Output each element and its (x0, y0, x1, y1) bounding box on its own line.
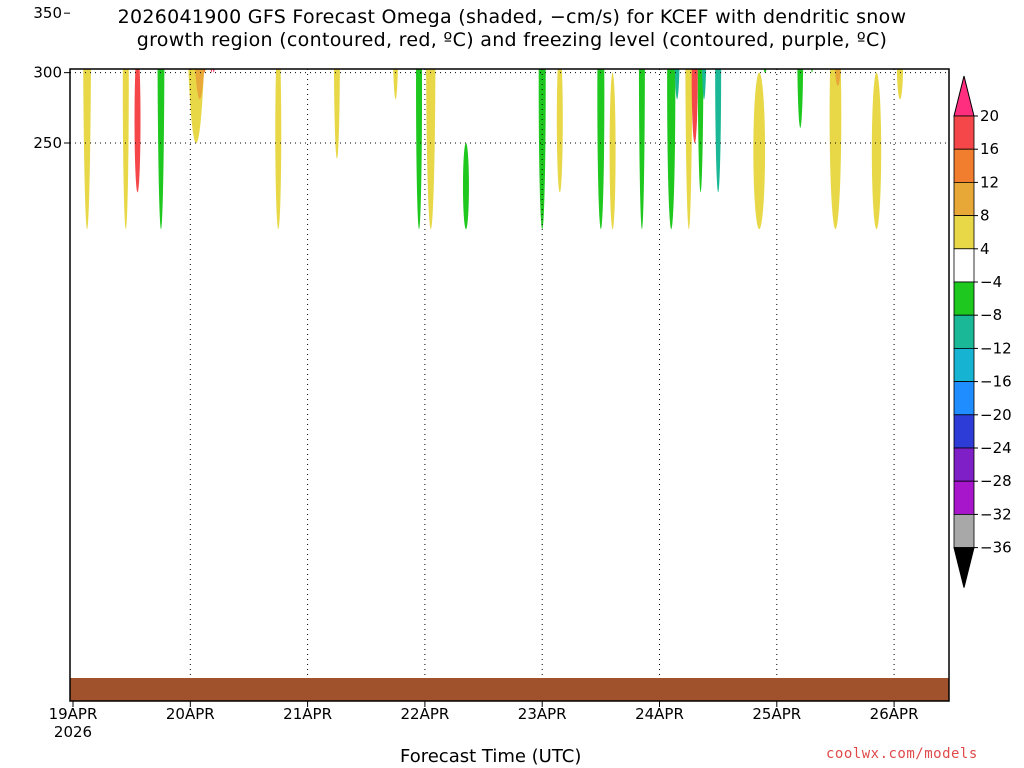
plot-background (70, 69, 949, 701)
omega-cell (797, 69, 804, 128)
colorbar-band (953, 347, 975, 382)
x-tick-label: 21APR (283, 705, 332, 723)
omega-cell (157, 69, 165, 230)
omega-cell (715, 69, 722, 193)
colorbar-bottom-arrow (953, 547, 975, 588)
colorbar-label: 16 (980, 140, 999, 158)
colorbar-band (953, 314, 975, 349)
x-tick-year: 2026 (54, 723, 92, 741)
ground-surface (70, 678, 949, 701)
colorbar-band (953, 480, 975, 515)
credit-link[interactable]: coolwx.com/models (826, 746, 978, 762)
omega-cell (674, 69, 680, 100)
omega-cell (212, 69, 215, 73)
colorbar-label: 12 (980, 173, 999, 191)
x-tick-label: 25APR (752, 705, 801, 723)
colorbar-label: −24 (980, 439, 1012, 457)
omega-cell (638, 69, 645, 230)
colorbar-label: 20 (980, 107, 999, 125)
colorbar-band (953, 148, 975, 183)
omega-cell (702, 69, 707, 100)
colorbar: 20 16 12 8 4 −4 −8 −12 −16 −20 −24 −28 −32 −36 (953, 75, 1012, 588)
colorbar-label: −8 (980, 306, 1002, 324)
omega-cell (462, 143, 469, 230)
colorbar-band (953, 115, 975, 150)
omega-cell (426, 69, 436, 230)
omega-cell (896, 69, 903, 100)
omega-cell (811, 69, 813, 73)
omega-cell (780, 0, 786, 36)
omega-cell (195, 69, 205, 100)
colorbar-top-arrow (953, 75, 975, 117)
x-tick-label: 23APR (518, 705, 567, 723)
colorbar-band (953, 248, 975, 283)
colorbar-label: 4 (980, 240, 990, 258)
colorbar-band (953, 281, 975, 316)
colorbar-label: −16 (980, 373, 1012, 391)
omega-cell (427, 0, 434, 13)
omega-cell (134, 69, 141, 193)
x-tick-label: 19APR (49, 705, 98, 723)
y-tick-label: 350 (33, 4, 62, 22)
colorbar-label: 8 (980, 207, 990, 225)
colorbar-band (953, 381, 975, 416)
colorbar-band (953, 215, 975, 250)
omega-cell (393, 69, 398, 100)
omega-cell (410, 0, 416, 36)
x-tick-label: 26APR (870, 705, 919, 723)
omega-cell (609, 72, 616, 230)
title-line-1: 2026041900 GFS Forecast Omega (shaded, −… (117, 6, 907, 28)
omega-cell (556, 69, 563, 193)
omega-cell (838, 0, 844, 2)
y-tick-label: 300 (33, 64, 62, 82)
x-tick-label: 20APR (166, 705, 215, 723)
omega-cell (333, 69, 340, 159)
omega-cell (203, 69, 206, 73)
omega-cell (210, 69, 213, 73)
omega-cell (416, 69, 423, 230)
colorbar-band (953, 414, 975, 449)
colorbar-label: −20 (980, 406, 1012, 424)
omega-cell (275, 69, 282, 230)
omega-cell (597, 69, 605, 230)
omega-cell (228, 0, 234, 2)
grid-lines (70, 69, 949, 701)
x-axis-title: Forecast Time (UTC) (400, 746, 582, 767)
omega-cell (763, 69, 767, 73)
colorbar-label: −12 (980, 339, 1012, 357)
axes: 2503003504004505005506006507007508008509… (33, 4, 919, 741)
colorbar-band (953, 181, 975, 216)
omega-cell (829, 69, 842, 230)
omega-cell (667, 69, 676, 230)
omega-cell (834, 69, 841, 86)
colorbar-label: −32 (980, 505, 1012, 523)
colorbar-band (953, 447, 975, 482)
chart-title: 2026041900 GFS Forecast Omega (shaded, −… (0, 6, 1024, 52)
omega-shading (83, 0, 903, 230)
colorbar-label: −4 (980, 273, 1002, 291)
omega-cell (122, 69, 129, 230)
omega-cell (685, 69, 693, 230)
colorbar-label: −28 (980, 472, 1012, 490)
omega-cell (691, 69, 698, 143)
omega-cell (697, 69, 704, 193)
plot-frame (69, 68, 950, 702)
title-line-2: growth region (contoured, red, ºC) and f… (136, 29, 888, 51)
omega-cell (871, 72, 882, 230)
x-tick-label: 22APR (400, 705, 449, 723)
omega-cell (753, 72, 766, 230)
x-tick-label: 24APR (635, 705, 684, 723)
y-tick-label: 250 (33, 134, 62, 152)
colorbar-band (953, 514, 975, 549)
omega-cell (83, 69, 91, 230)
omega-cell (474, 0, 481, 2)
omega-cell (715, 0, 722, 13)
colorbar-label: −36 (980, 539, 1012, 557)
